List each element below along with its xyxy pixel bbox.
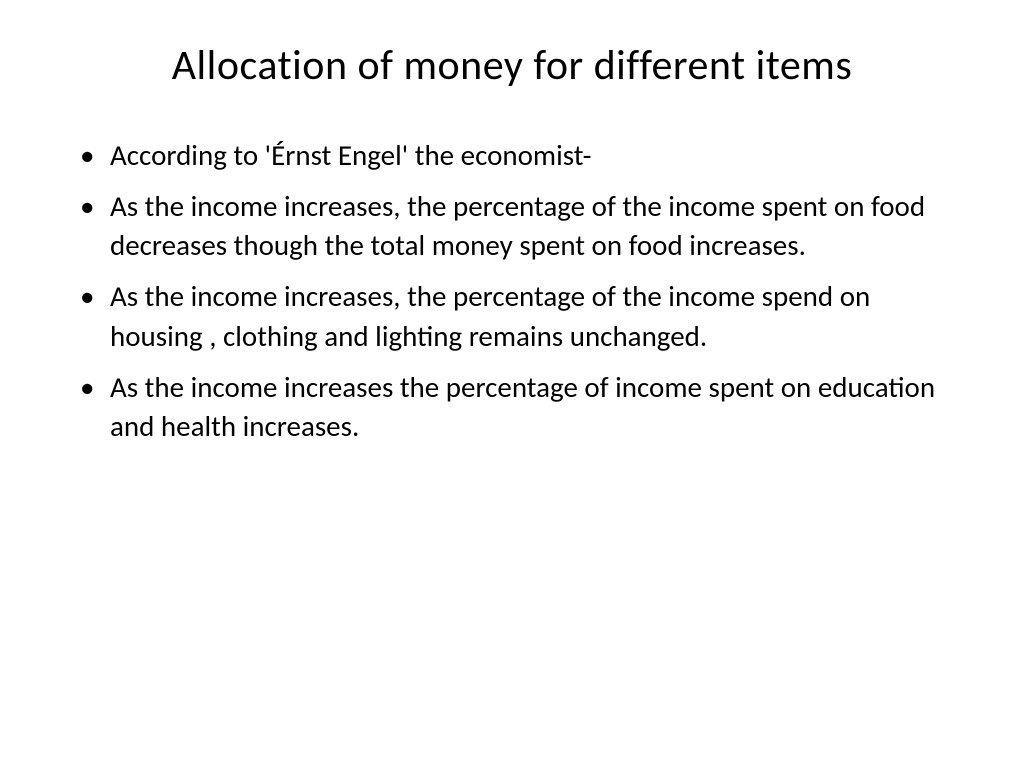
list-item: As the income increases, the percentage …	[80, 187, 964, 265]
bullet-list: According to 'Érnst Engel' the economist…	[80, 136, 964, 446]
list-item: As the income increases the percentage o…	[80, 368, 964, 446]
slide-title: Allocation of money for different items	[60, 40, 964, 91]
list-item: According to 'Érnst Engel' the economist…	[80, 136, 964, 175]
list-item: As the income increases, the percentage …	[80, 277, 964, 355]
slide-content: According to 'Érnst Engel' the economist…	[60, 136, 964, 446]
